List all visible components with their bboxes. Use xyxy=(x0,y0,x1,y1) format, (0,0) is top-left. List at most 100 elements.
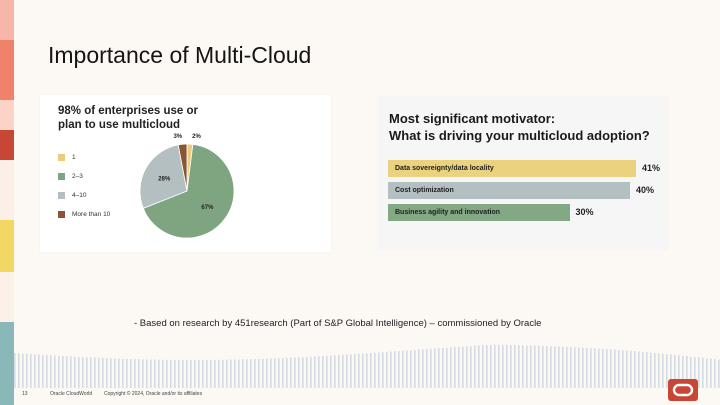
stripe xyxy=(498,344,500,388)
legend-label: 2–3 xyxy=(72,173,83,180)
stripe xyxy=(154,359,156,388)
stripe xyxy=(578,347,580,388)
stripe xyxy=(198,360,200,388)
stripe xyxy=(478,345,480,388)
legend-label: 1 xyxy=(72,154,76,161)
stripe xyxy=(422,349,424,388)
pie-title-line2: plan to use multicloud xyxy=(58,119,181,131)
band-segment xyxy=(0,272,14,322)
legend-swatch xyxy=(58,154,65,161)
stripe xyxy=(702,357,704,388)
stripe xyxy=(22,353,24,388)
stripe xyxy=(534,345,536,388)
stripe xyxy=(174,359,176,388)
stripe xyxy=(206,360,208,388)
pie-slice xyxy=(142,143,235,239)
stripe xyxy=(450,347,452,388)
pie-value-label: 67% xyxy=(201,205,214,211)
stripe xyxy=(250,359,252,388)
stripe xyxy=(278,358,280,388)
stripe xyxy=(558,346,560,388)
stripe xyxy=(662,353,664,388)
band-segment xyxy=(0,0,14,40)
stripe xyxy=(178,359,180,388)
stripe xyxy=(670,354,672,388)
stripe xyxy=(406,350,408,388)
stripe xyxy=(546,346,548,388)
stripe xyxy=(626,350,628,388)
band-segment xyxy=(0,160,14,220)
stripe xyxy=(642,351,644,388)
pie-slice xyxy=(177,143,188,192)
stripe xyxy=(310,356,312,388)
stripe xyxy=(442,348,444,388)
pie-chart: 2% 67% 28% 3% xyxy=(139,134,235,239)
stripe xyxy=(610,349,612,388)
bar: Cost optimization xyxy=(388,182,630,199)
stripe xyxy=(394,351,396,388)
band-segment xyxy=(0,100,14,130)
bar-category-label: Business agility and innovation xyxy=(395,209,501,216)
stripe xyxy=(378,352,380,388)
legend-swatch xyxy=(58,211,65,218)
stripe xyxy=(238,359,240,388)
stripe xyxy=(526,345,528,388)
pie-title-line1: 98% of enterprises use or xyxy=(58,105,198,117)
stripe xyxy=(482,345,484,388)
stripe xyxy=(502,344,504,388)
stripe xyxy=(46,355,48,388)
footer-event-name: Oracle CloudWorld xyxy=(50,391,93,397)
stripe xyxy=(34,354,36,388)
stripe xyxy=(126,358,128,388)
pie-value-label: 2% xyxy=(192,134,201,140)
stripe xyxy=(462,346,464,388)
oracle-logo-icon xyxy=(668,379,698,401)
stripe xyxy=(530,345,532,388)
stripe xyxy=(190,360,192,388)
stripe xyxy=(634,351,636,388)
stripe xyxy=(166,359,168,388)
bar-category-label: Cost optimization xyxy=(395,187,454,194)
stripe xyxy=(330,355,332,388)
stripe xyxy=(74,356,76,388)
stripe xyxy=(514,345,516,388)
stripe xyxy=(510,344,512,388)
stripe xyxy=(194,360,196,388)
stripe xyxy=(334,355,336,388)
stripe xyxy=(566,346,568,388)
stripe xyxy=(258,358,260,388)
stripe xyxy=(70,356,72,388)
stripe xyxy=(362,353,364,388)
bar-chart-title: Most significant motivator: What is driv… xyxy=(389,110,659,144)
stripe xyxy=(706,358,708,388)
stripe xyxy=(602,348,604,388)
bar-value-label: 41% xyxy=(642,163,661,173)
stripe xyxy=(354,354,356,388)
stripe xyxy=(554,346,556,388)
stripe xyxy=(114,358,116,388)
stripe xyxy=(294,357,296,388)
stripe xyxy=(202,360,204,388)
stripe xyxy=(254,359,256,388)
stripe xyxy=(118,358,120,388)
stripe xyxy=(122,358,124,388)
motivator-card: Most significant motivator: What is driv… xyxy=(378,97,668,249)
decorative-stripes xyxy=(14,344,720,388)
stripe xyxy=(62,356,64,388)
stripe xyxy=(638,351,640,388)
stripe xyxy=(550,346,552,388)
stripe xyxy=(470,346,472,388)
stripe xyxy=(570,347,572,388)
stripe xyxy=(82,357,84,388)
stripe xyxy=(430,348,432,388)
page-number: 13 xyxy=(22,391,28,397)
stripe xyxy=(274,358,276,388)
stripe xyxy=(438,348,440,388)
slide-title: Importance of Multi-Cloud xyxy=(48,42,312,68)
band-segment xyxy=(0,220,14,272)
left-decorative-band xyxy=(0,0,14,405)
stripe xyxy=(614,349,616,388)
stripe xyxy=(694,356,696,388)
stripe xyxy=(290,357,292,388)
legend-swatch xyxy=(58,192,65,199)
